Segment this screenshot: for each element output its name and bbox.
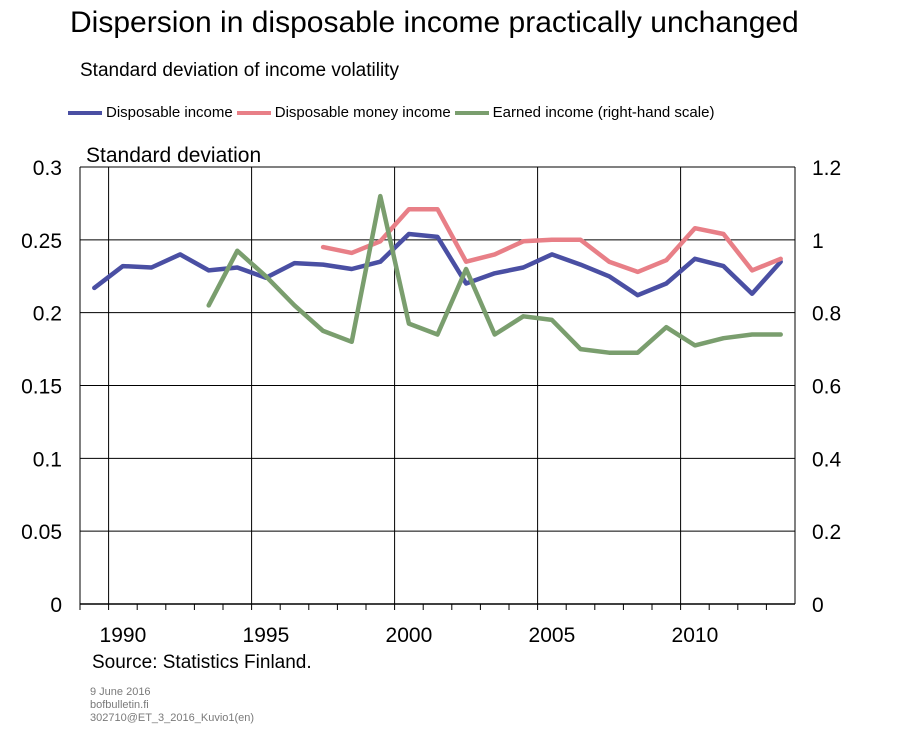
legend-label: Disposable income: [106, 104, 233, 121]
series-line-disposable-income: [92, 231, 783, 298]
y-tick-label-right: 0.8: [812, 303, 841, 326]
legend-label: Disposable money income: [274, 104, 451, 121]
y-tick-label-right: 0.4: [812, 448, 842, 471]
y-tick-label-right: 0: [812, 594, 824, 617]
y-tick-label-right: 1: [812, 230, 824, 253]
legend-item-earned-income: Earned income (right-hand scale): [454, 104, 715, 121]
legend-swatch: [236, 110, 271, 115]
grid: [80, 166, 795, 604]
y-tick-label-left: 0.05: [21, 521, 62, 544]
chart-title: Dispersion in disposable income practica…: [70, 6, 799, 39]
y-tick-label-right: 0.6: [812, 376, 841, 399]
y-tick-label-left: 0: [50, 594, 62, 617]
y-tick-label-left: 0.3: [33, 157, 62, 180]
y-tick-label-right: 1.2: [812, 157, 841, 180]
legend-swatch: [454, 110, 489, 115]
y-tick-label-left: 0.2: [33, 303, 62, 326]
y-axis-label-left: Standard deviation: [86, 144, 261, 167]
series-group: [92, 193, 783, 355]
x-tick-label: 1990: [100, 624, 147, 647]
axes: [79, 166, 796, 610]
footer-code: 302710@ET_3_2016_Kuvio1(en): [90, 712, 255, 724]
y-tick-label-left: 0.25: [21, 230, 62, 253]
legend-label: Earned income (right-hand scale): [492, 104, 715, 121]
y-tick-label-left: 0.15: [21, 376, 62, 399]
footer-date: 9 June 2016: [90, 686, 151, 698]
y-tick-label-left: 0.1: [33, 448, 62, 471]
legend-item-disposable-money-income: Disposable money income: [236, 104, 451, 121]
x-tick-label: 2005: [529, 624, 576, 647]
x-tick-label: 2000: [386, 624, 433, 647]
x-tick-label: 2010: [672, 624, 719, 647]
legend-swatch: [68, 110, 102, 115]
chart-subtitle: Standard deviation of income volatility: [80, 60, 399, 81]
source-note: Source: Statistics Finland.: [92, 652, 312, 673]
x-tick-label: 1995: [243, 624, 290, 647]
footer-site: bofbulletin.fi: [90, 699, 149, 711]
footer: 9 June 2016 bofbulletin.fi 302710@ET_3_2…: [90, 686, 254, 725]
tick-labels: 0 0.05 0.1 0.15 0.2 0.25 0.3 0 0.2 0.4 0.6 0.8 1 1.2 1…: [21, 144, 841, 647]
legend: Disposable income Disposable money incom…: [68, 104, 718, 121]
y-tick-label-right: 0.2: [812, 521, 841, 544]
legend-item-disposable-income: Disposable income: [68, 104, 233, 121]
